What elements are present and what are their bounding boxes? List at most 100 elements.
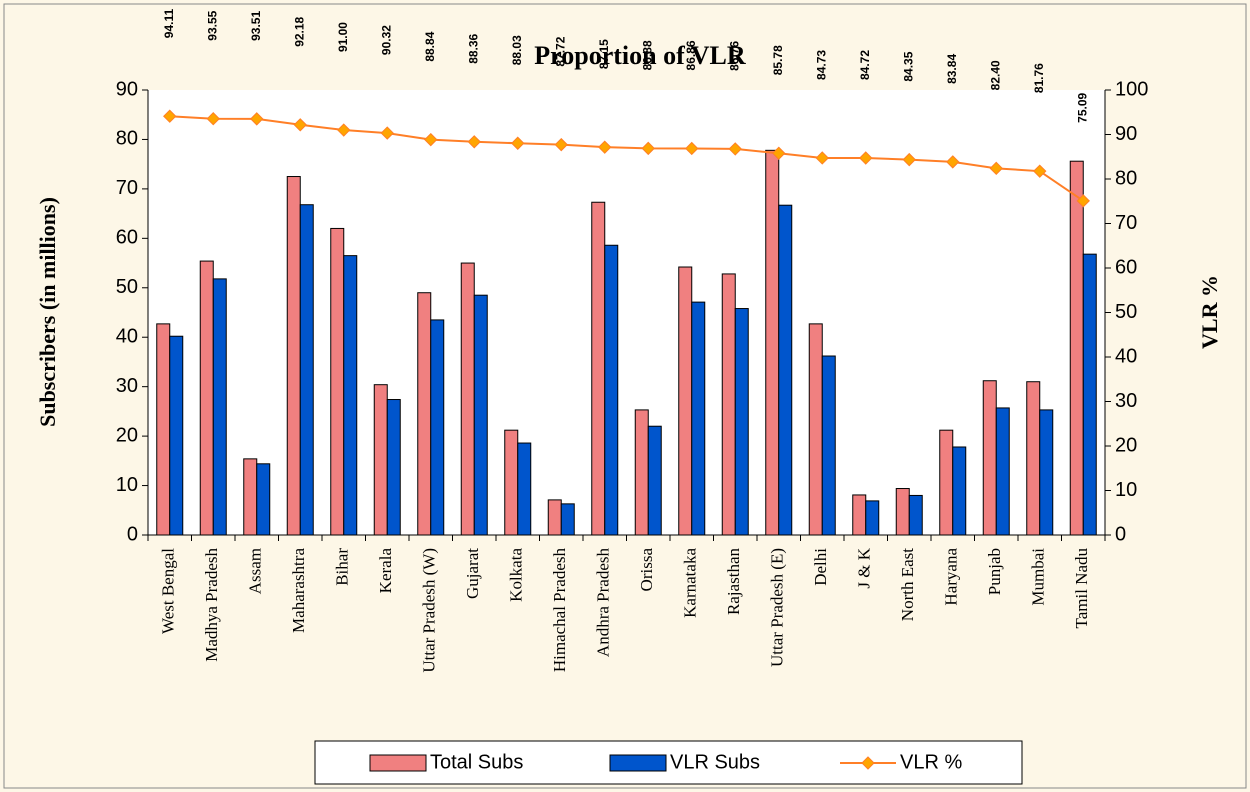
bar: [765, 149, 780, 536]
line-marker: [1076, 194, 1090, 208]
bar: [504, 429, 519, 536]
x-tick-label: Haryana: [942, 548, 961, 606]
bar: [286, 176, 301, 536]
y-tick-label: 50: [116, 276, 138, 298]
bar: [473, 294, 488, 536]
line-marker: [337, 123, 351, 137]
line-marker: [815, 151, 829, 165]
chart-title: Proportion of VLR: [534, 41, 746, 70]
bar: [1026, 381, 1041, 536]
x-tick-label: Orissa: [637, 548, 656, 592]
bar: [691, 301, 706, 536]
bar: [1082, 253, 1097, 536]
bar: [156, 323, 171, 536]
line-marker: [163, 109, 177, 123]
y2-tick-label: 100: [1115, 78, 1148, 100]
y2-tick-label: 20: [1115, 434, 1137, 456]
x-tick-label: Madhya Pradesh: [202, 548, 221, 662]
bar: [678, 266, 693, 536]
bar: [852, 494, 867, 536]
y-tick-label: 20: [116, 424, 138, 446]
line-marker: [293, 118, 307, 132]
y2-tick-label: 40: [1115, 345, 1137, 367]
y2-axis-label: VLR %: [1197, 275, 1222, 349]
data-label: 75.09: [1075, 92, 1089, 122]
data-label: 86.86: [684, 40, 698, 70]
y-tick-label: 70: [116, 177, 138, 199]
line-marker: [598, 140, 612, 154]
legend-marker: [861, 756, 875, 770]
x-tick-label: Rajasthan: [724, 548, 743, 616]
x-tick-label: J & K: [855, 547, 874, 588]
line-marker: [989, 161, 1003, 176]
bar: [330, 227, 345, 536]
data-label: 88.03: [510, 35, 524, 65]
bar: [199, 260, 214, 536]
line-marker: [859, 151, 873, 165]
data-label: 86.76: [727, 41, 741, 71]
x-tick-label: Tamil Nadu: [1072, 548, 1091, 629]
bar: [995, 407, 1010, 536]
bar: [908, 494, 923, 536]
bar: [243, 458, 258, 536]
data-label: 84.35: [901, 51, 915, 81]
y2-tick-label: 60: [1115, 256, 1137, 278]
bar: [343, 255, 358, 536]
bar: [417, 292, 432, 536]
y2-tick-label: 50: [1115, 301, 1137, 323]
bar: [591, 201, 606, 536]
bar: [939, 429, 954, 536]
line-marker: [685, 141, 699, 156]
line-marker: [641, 141, 655, 156]
data-label: 91.00: [336, 22, 350, 52]
y2-tick-label: 30: [1115, 390, 1137, 412]
bar: [212, 278, 227, 536]
y-tick-label: 30: [116, 375, 138, 397]
y2-tick-label: 70: [1115, 212, 1137, 234]
data-label: 84.72: [858, 50, 872, 80]
y-tick-label: 90: [116, 78, 138, 100]
x-tick-label: North East: [898, 548, 917, 621]
y-tick-label: 10: [116, 474, 138, 496]
x-tick-label: Himachal Pradesh: [550, 548, 569, 673]
line-marker: [728, 142, 742, 156]
legend-label: VLR %: [900, 751, 962, 773]
bar: [1039, 409, 1054, 536]
bar: [604, 244, 619, 536]
data-label: 85.78: [771, 45, 785, 75]
data-label: 87.15: [597, 39, 611, 69]
x-tick-label: Mumbai: [1029, 548, 1048, 606]
data-label: 88.84: [423, 31, 437, 61]
y2-tick-label: 90: [1115, 123, 1137, 145]
x-tick-label: Assam: [246, 548, 265, 594]
x-tick-label: Gujarat: [463, 548, 482, 599]
line-marker: [902, 152, 916, 167]
bar: [895, 488, 910, 536]
x-tick-label: West Bengal: [159, 548, 178, 634]
x-tick-label: Punjab: [985, 548, 1004, 595]
data-label: 93.51: [249, 11, 263, 41]
data-label: 87.72: [553, 36, 567, 66]
line-marker: [1033, 164, 1047, 178]
x-tick-label: Kolkata: [507, 548, 526, 602]
bar: [1069, 160, 1084, 536]
legend-label: VLR Subs: [670, 751, 760, 773]
data-label: 90.32: [379, 25, 393, 55]
x-tick-label: Uttar Pradesh (E): [768, 548, 787, 667]
x-tick-label: Karnataka: [681, 548, 700, 618]
data-label: 83.84: [945, 54, 959, 84]
data-label: 92.18: [292, 16, 306, 46]
bar: [560, 503, 575, 536]
bar: [952, 446, 967, 536]
y2-tick-label: 10: [1115, 479, 1137, 501]
x-tick-label: Maharashtra: [289, 548, 308, 633]
y2-tick-label: 80: [1115, 167, 1137, 189]
line-marker: [772, 146, 786, 160]
x-tick-label: Andhra Pradesh: [594, 548, 613, 658]
line-marker: [424, 132, 438, 147]
bar: [169, 335, 184, 536]
y-axis-label: Subscribers (in millions): [35, 197, 60, 427]
y-tick-label: 0: [127, 523, 138, 545]
data-label: 82.40: [988, 60, 1002, 90]
